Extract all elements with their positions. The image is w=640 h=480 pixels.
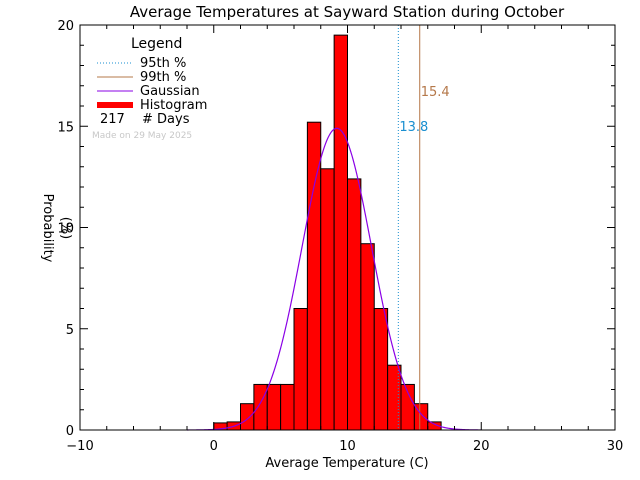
x-axis-label: Average Temperature (C) [265,456,428,471]
histogram-bar-3 [253,383,268,431]
x-tick-label-2: 10 [339,439,356,454]
legend-count-label: # Days [142,112,190,127]
histogram-bar-4 [266,383,282,431]
y-tick-label-0: 0 [66,424,74,439]
percentile-label-0: 13.8 [399,120,428,135]
y-axis-unit: (%) [58,217,73,240]
histogram-bar-13 [387,364,402,431]
legend-label-1: 99th % [140,70,186,85]
y-tick-label-1: 5 [66,323,74,338]
histogram-bar-2 [240,403,255,431]
histogram-bar-8 [320,168,335,431]
percentile-label-1: 15.4 [421,85,450,100]
made-on-annotation: Made on 29 May 2025 [92,131,192,141]
percentile-labels: 13.8 15.4 [399,85,449,135]
x-tick-label-1: 0 [210,439,218,454]
histogram-bar-12 [373,308,389,431]
legend-count-value: 217 [100,112,125,127]
y-axis-label: Probability [40,194,55,263]
legend-label-0: 95th % [140,56,186,71]
x-tick-label-0: −10 [66,439,93,454]
histogram-bar-9 [333,34,348,431]
y-tick-label-3: 15 [57,120,74,135]
histogram-bar-5 [280,383,295,431]
x-tick-label-4: 30 [607,439,624,454]
legend-label-3: Histogram [140,98,207,113]
y-axis-label-group: Probability [40,194,55,263]
gaussian-curve [187,127,482,431]
legend-title: Legend [131,36,182,52]
histogram-bar-6 [293,308,308,431]
percentile-lines [397,25,421,430]
chart-title: Average Temperatures at Sayward Station … [130,3,565,21]
histogram-bar-10 [347,178,362,431]
histogram-bar-11 [360,243,375,431]
histogram-bars [213,34,442,431]
y-axis-unit-group: (%) [58,217,73,240]
legend-label-2: Gaussian [140,84,200,99]
y-tick-label-4: 20 [57,19,74,34]
x-tick-label-3: 20 [473,439,490,454]
y-tick-label-2: 10 [57,222,74,237]
